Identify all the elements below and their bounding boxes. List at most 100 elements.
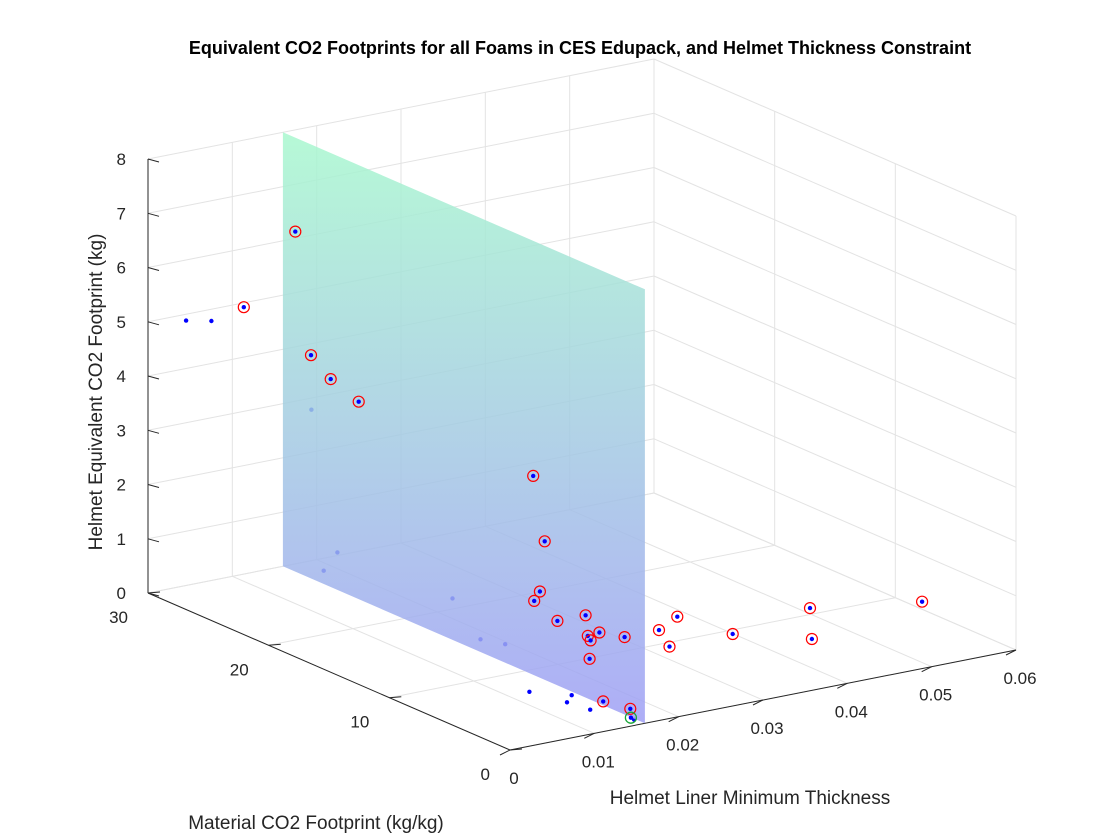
data-point-ring [237, 301, 250, 314]
data-point-ring [583, 652, 596, 665]
z-tick-mark [147, 484, 160, 488]
grid-line [653, 112, 1017, 271]
data-point-ring [533, 585, 547, 598]
data-point-ring [551, 614, 564, 628]
data-point [356, 399, 361, 404]
x-tick-label: 0.04 [835, 702, 868, 721]
data-point [308, 353, 314, 358]
z-tick-label: 4 [117, 367, 126, 386]
data-point [555, 618, 560, 624]
grid-line [653, 58, 1017, 217]
z-tick-mark [147, 212, 160, 217]
grid-line [232, 575, 595, 734]
z-tick-label: 0 [117, 584, 126, 603]
data-point [730, 631, 735, 637]
data-point [656, 627, 662, 633]
grid-line [653, 492, 1017, 651]
x-axis-label: Helmet Liner Minimum Thickness [610, 788, 891, 809]
z-tick-mark [147, 158, 160, 163]
data-point-ring [584, 634, 597, 647]
x-tick-label: 0.03 [750, 719, 783, 738]
grid-line [147, 112, 655, 214]
z-tick-mark [147, 592, 160, 597]
y-tick-label: 30 [109, 608, 128, 627]
data-point-ring [528, 594, 541, 608]
x-tick-mark [499, 749, 511, 756]
data-point [628, 706, 633, 711]
x-tick-label: 0.05 [919, 686, 952, 705]
data-point [675, 614, 680, 619]
grid-line [653, 384, 1017, 542]
y-axis-label: Material CO2 Footprint (kg/kg) [188, 813, 444, 834]
data-point-ring [915, 595, 929, 608]
tick-labels: 0 0.01 0.02 0.03 0.04 0.05 0.06 0 10 20 30 0 1 2 3 4 5 6 7… [109, 150, 1036, 788]
data-point-ring [624, 702, 637, 715]
z-tick-mark [147, 321, 160, 326]
data-point-ring [527, 469, 540, 482]
y-tick-label: 20 [230, 660, 249, 679]
z-tick-mark [147, 375, 160, 380]
data-point [588, 707, 593, 712]
data-point [583, 613, 588, 618]
data-point-ring [663, 640, 676, 653]
data-point-ring [803, 601, 817, 615]
data-point [569, 693, 574, 698]
data-point [293, 229, 298, 234]
data-point-ring [593, 626, 606, 639]
data-point [601, 699, 606, 704]
x-tick-mark [1005, 649, 1017, 656]
series-green-ring [624, 711, 638, 724]
data-point [667, 644, 672, 649]
z-tick-label: 2 [117, 476, 126, 495]
z-tick-mark [147, 267, 160, 271]
data-point-ring [618, 630, 631, 644]
data-point [628, 715, 634, 720]
z-tick-label: 6 [117, 259, 126, 278]
x-tick-mark [837, 682, 848, 689]
data-point-ring [579, 609, 592, 622]
z-tick-mark [147, 429, 160, 434]
x-tick-mark [921, 666, 932, 673]
y-tick-mark [389, 696, 402, 699]
data-point [587, 656, 592, 661]
data-point-ring [597, 695, 610, 708]
y-tick-mark [147, 591, 161, 594]
data-point-ring [652, 623, 666, 637]
data-point [588, 638, 593, 643]
data-point-ring [304, 349, 318, 362]
grid-line [653, 329, 1017, 488]
x-tick-label: 0 [509, 769, 518, 788]
data-point [209, 318, 214, 324]
y-tick-label: 10 [350, 713, 369, 732]
data-point [328, 376, 333, 382]
data-point-ring [289, 225, 302, 238]
data-point [532, 598, 537, 604]
y-axis-line [147, 592, 511, 751]
data-point-ring [805, 632, 819, 646]
data-point-ring [352, 395, 365, 408]
grid-line [653, 221, 1017, 380]
grid-line [147, 58, 655, 160]
z-tick-mark [147, 538, 160, 543]
data-point [531, 473, 536, 479]
y-tick-mark [509, 748, 523, 751]
data-point-ring [538, 535, 551, 548]
data-point-ring [324, 373, 337, 386]
x-tick-label: 0.06 [1003, 669, 1036, 688]
z-tick-label: 8 [117, 150, 126, 169]
chart-title: Equivalent CO2 Footprints for all Foams … [189, 38, 971, 58]
z-tick-label: 1 [117, 530, 126, 549]
z-axis-label: Helmet Equivalent CO2 Footprint (kg) [86, 234, 107, 551]
data-point [597, 630, 602, 635]
data-point-ring [726, 627, 739, 641]
data-point [537, 589, 543, 594]
z-tick-label: 5 [117, 313, 126, 332]
grid-line [653, 438, 1017, 597]
x-tick-label: 0.02 [666, 736, 699, 755]
x-tick-mark [584, 732, 595, 739]
data-point [542, 539, 547, 544]
data-point [241, 305, 246, 310]
constraint-plane-group [282, 132, 645, 724]
data-point [527, 689, 532, 694]
